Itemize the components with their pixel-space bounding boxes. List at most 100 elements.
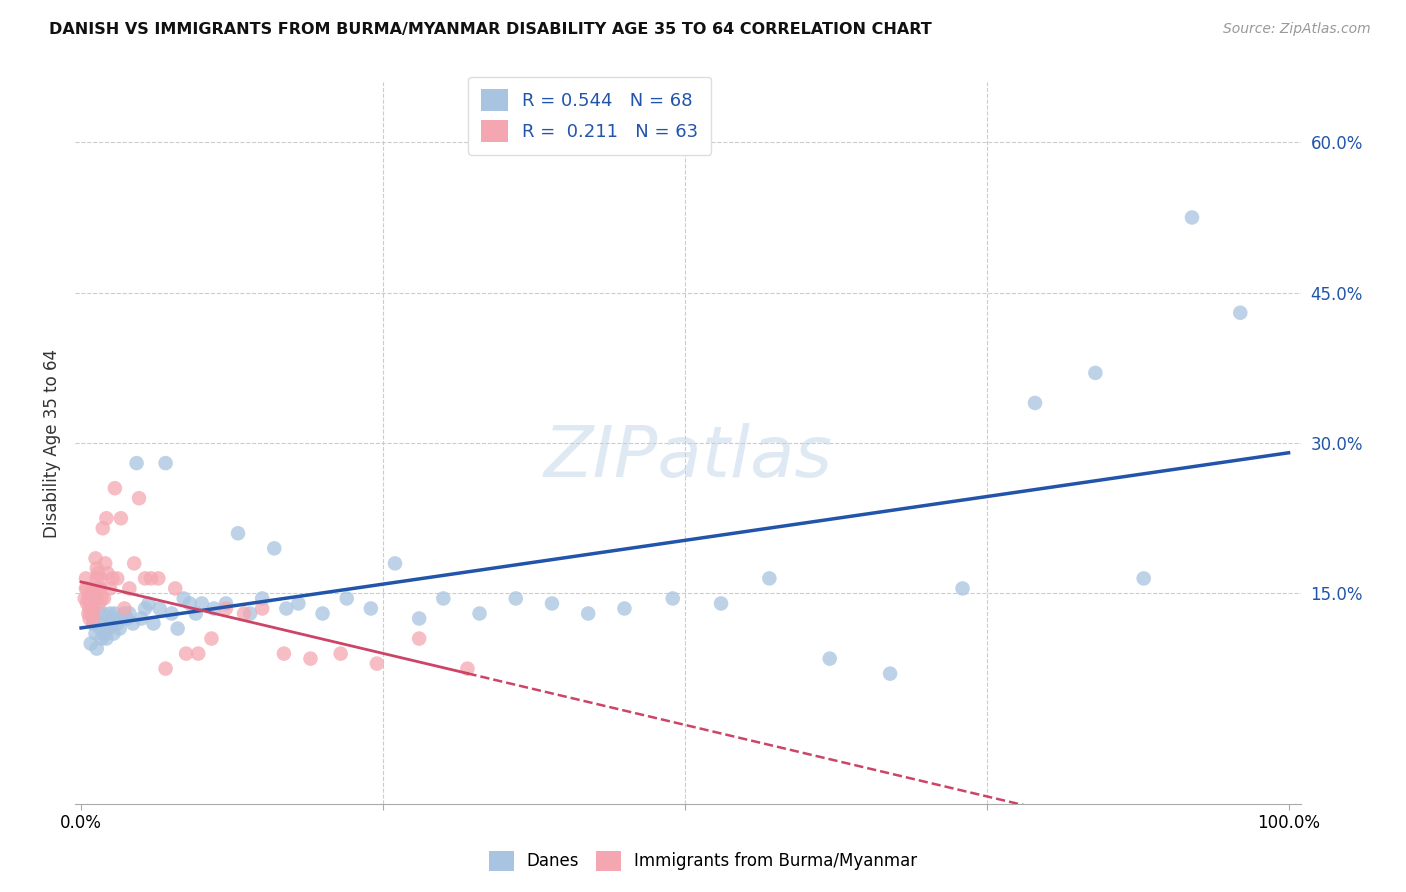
Point — [80, 636, 103, 650]
Point — [101, 611, 124, 625]
Point — [1229, 306, 1251, 320]
Point — [233, 607, 256, 621]
Point — [879, 666, 901, 681]
Point — [287, 597, 309, 611]
Point — [73, 591, 96, 606]
Point — [75, 582, 97, 596]
Point — [79, 601, 101, 615]
Point — [84, 551, 107, 566]
Point — [661, 591, 683, 606]
Point — [89, 582, 111, 596]
Point — [87, 566, 110, 581]
Point — [329, 647, 352, 661]
Point — [134, 571, 156, 585]
Point — [191, 597, 214, 611]
Point — [122, 616, 145, 631]
Point — [89, 571, 111, 585]
Point — [111, 611, 134, 625]
Point — [432, 591, 454, 606]
Point — [166, 622, 188, 636]
Point — [179, 597, 201, 611]
Point — [408, 632, 430, 646]
Point — [134, 601, 156, 615]
Point — [336, 591, 359, 606]
Point — [82, 607, 104, 621]
Point — [80, 582, 103, 596]
Point — [96, 632, 118, 646]
Point — [384, 557, 406, 571]
Point — [1024, 396, 1046, 410]
Point — [408, 611, 430, 625]
Point — [83, 591, 105, 606]
Point — [239, 607, 262, 621]
Point — [250, 591, 273, 606]
Point — [76, 582, 98, 596]
Point — [77, 591, 100, 606]
Point — [142, 616, 165, 631]
Point — [250, 601, 273, 615]
Legend: Danes, Immigrants from Burma/Myanmar: Danes, Immigrants from Burma/Myanmar — [481, 842, 925, 880]
Point — [505, 591, 527, 606]
Point — [86, 641, 108, 656]
Point — [105, 616, 128, 631]
Point — [98, 582, 121, 596]
Point — [94, 557, 117, 571]
Point — [173, 591, 195, 606]
Point — [202, 601, 225, 615]
Point — [131, 611, 153, 625]
Point — [79, 611, 101, 625]
Point — [90, 632, 112, 646]
Point — [122, 557, 145, 571]
Point — [86, 571, 108, 585]
Point — [613, 601, 636, 615]
Point — [576, 607, 599, 621]
Point — [98, 607, 121, 621]
Point — [138, 597, 160, 611]
Point — [80, 601, 103, 615]
Text: Source: ZipAtlas.com: Source: ZipAtlas.com — [1223, 22, 1371, 37]
Point — [541, 597, 564, 611]
Point — [96, 511, 118, 525]
Point — [104, 607, 127, 621]
Point — [91, 521, 114, 535]
Point — [758, 571, 780, 585]
Point — [75, 571, 97, 585]
Point — [101, 571, 124, 585]
Point — [84, 591, 107, 606]
Point — [89, 597, 111, 611]
Point — [90, 591, 112, 606]
Point — [818, 651, 841, 665]
Point — [103, 626, 125, 640]
Point — [94, 626, 117, 640]
Point — [155, 456, 177, 470]
Point — [226, 526, 249, 541]
Point — [89, 607, 111, 621]
Point — [89, 622, 111, 636]
Point — [155, 662, 177, 676]
Point — [86, 561, 108, 575]
Point — [80, 591, 103, 606]
Point — [263, 541, 285, 556]
Point — [187, 647, 209, 661]
Point — [184, 607, 207, 621]
Point — [165, 582, 187, 596]
Point — [118, 582, 141, 596]
Point — [1084, 366, 1107, 380]
Text: DANISH VS IMMIGRANTS FROM BURMA/MYANMAR DISABILITY AGE 35 TO 64 CORRELATION CHAR: DANISH VS IMMIGRANTS FROM BURMA/MYANMAR … — [49, 22, 932, 37]
Point — [215, 601, 238, 615]
Point — [84, 626, 107, 640]
Point — [215, 597, 238, 611]
Point — [77, 607, 100, 621]
Point — [79, 591, 101, 606]
Point — [710, 597, 733, 611]
Point — [118, 607, 141, 621]
Point — [105, 571, 128, 585]
Point — [76, 597, 98, 611]
Point — [200, 632, 222, 646]
Point — [128, 491, 150, 506]
Legend: R = 0.544   N = 68, R =  0.211   N = 63: R = 0.544 N = 68, R = 0.211 N = 63 — [468, 77, 711, 155]
Point — [952, 582, 974, 596]
Point — [360, 601, 382, 615]
Point — [174, 647, 197, 661]
Y-axis label: Disability Age 35 to 64: Disability Age 35 to 64 — [44, 349, 60, 538]
